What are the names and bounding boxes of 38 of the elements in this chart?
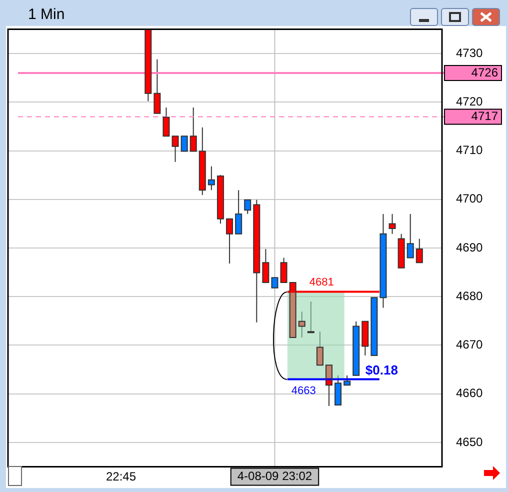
y-tick-label: 4710 [456, 143, 484, 158]
y-tick-label: 4720 [456, 94, 484, 108]
chart-title: 1 Min [28, 6, 65, 23]
candlestick [172, 136, 179, 162]
candlestick [180, 136, 188, 152]
ref-line-label: 4663 [291, 384, 316, 397]
y-tick-label: 4660 [456, 386, 484, 400]
candlestick [325, 364, 332, 407]
y-tick-label: 4730 [456, 46, 484, 60]
candlestick [298, 311, 306, 338]
ref-line-label: 4681 [309, 276, 334, 288]
candlestick [316, 331, 324, 366]
y-tick-label: 4700 [456, 192, 484, 206]
candlestick [235, 190, 242, 234]
annotation: $0.18 [365, 362, 398, 378]
y-tick-label: 4650 [456, 434, 484, 449]
candlestick [154, 58, 161, 114]
candlestick [208, 166, 215, 191]
y-tick-label: 4670 [456, 338, 484, 352]
candlestick [226, 218, 234, 264]
x-tick-label: 22:45 [106, 469, 136, 484]
candlestick [162, 106, 170, 137]
ref-line-label: 4717 [471, 109, 498, 124]
y-tick-label: 4690 [456, 240, 484, 254]
x-tick-label: 4-08-09 23:02 [237, 469, 312, 484]
candlestick [262, 248, 270, 284]
candlestick [334, 374, 342, 406]
candlestick [388, 213, 396, 234]
candlestick [344, 374, 351, 386]
candlestick [280, 257, 288, 284]
candlestick [406, 213, 414, 258]
y-tick-label: 4680 [456, 288, 484, 303]
ref-line-label: 4726 [471, 65, 498, 80]
candlestick [416, 238, 423, 264]
candlestick [190, 106, 197, 152]
candlestick [271, 277, 278, 288]
candlestick [244, 199, 252, 214]
candlestick [362, 320, 369, 356]
